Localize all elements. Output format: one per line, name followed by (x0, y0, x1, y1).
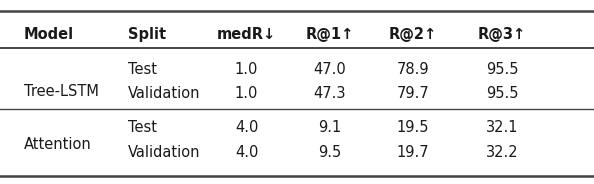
Text: 47.3: 47.3 (314, 86, 346, 101)
Text: Split: Split (128, 27, 166, 43)
Text: 32.1: 32.1 (486, 120, 518, 135)
Text: Attention: Attention (24, 137, 91, 152)
Text: 1.0: 1.0 (235, 61, 258, 77)
Text: Test: Test (128, 120, 157, 135)
Text: 4.0: 4.0 (235, 145, 258, 160)
Text: 32.2: 32.2 (486, 145, 518, 160)
Text: 9.5: 9.5 (318, 145, 342, 160)
Text: 95.5: 95.5 (486, 61, 518, 77)
Text: 19.7: 19.7 (397, 145, 429, 160)
Text: 95.5: 95.5 (486, 86, 518, 101)
Text: 1.0: 1.0 (235, 86, 258, 101)
Text: 4.0: 4.0 (235, 120, 258, 135)
Text: medR↓: medR↓ (217, 27, 276, 43)
Text: 9.1: 9.1 (318, 120, 342, 135)
Text: Tree-LSTM: Tree-LSTM (24, 84, 99, 99)
Text: Test: Test (128, 61, 157, 77)
Text: 79.7: 79.7 (396, 86, 429, 101)
Text: 47.0: 47.0 (313, 61, 346, 77)
Text: 78.9: 78.9 (397, 61, 429, 77)
Text: Validation: Validation (128, 86, 200, 101)
Text: 19.5: 19.5 (397, 120, 429, 135)
Text: R@2↑: R@2↑ (388, 27, 437, 43)
Text: Validation: Validation (128, 145, 200, 160)
Text: Model: Model (24, 27, 74, 43)
Text: R@1↑: R@1↑ (305, 27, 354, 43)
Text: R@3↑: R@3↑ (478, 27, 526, 43)
